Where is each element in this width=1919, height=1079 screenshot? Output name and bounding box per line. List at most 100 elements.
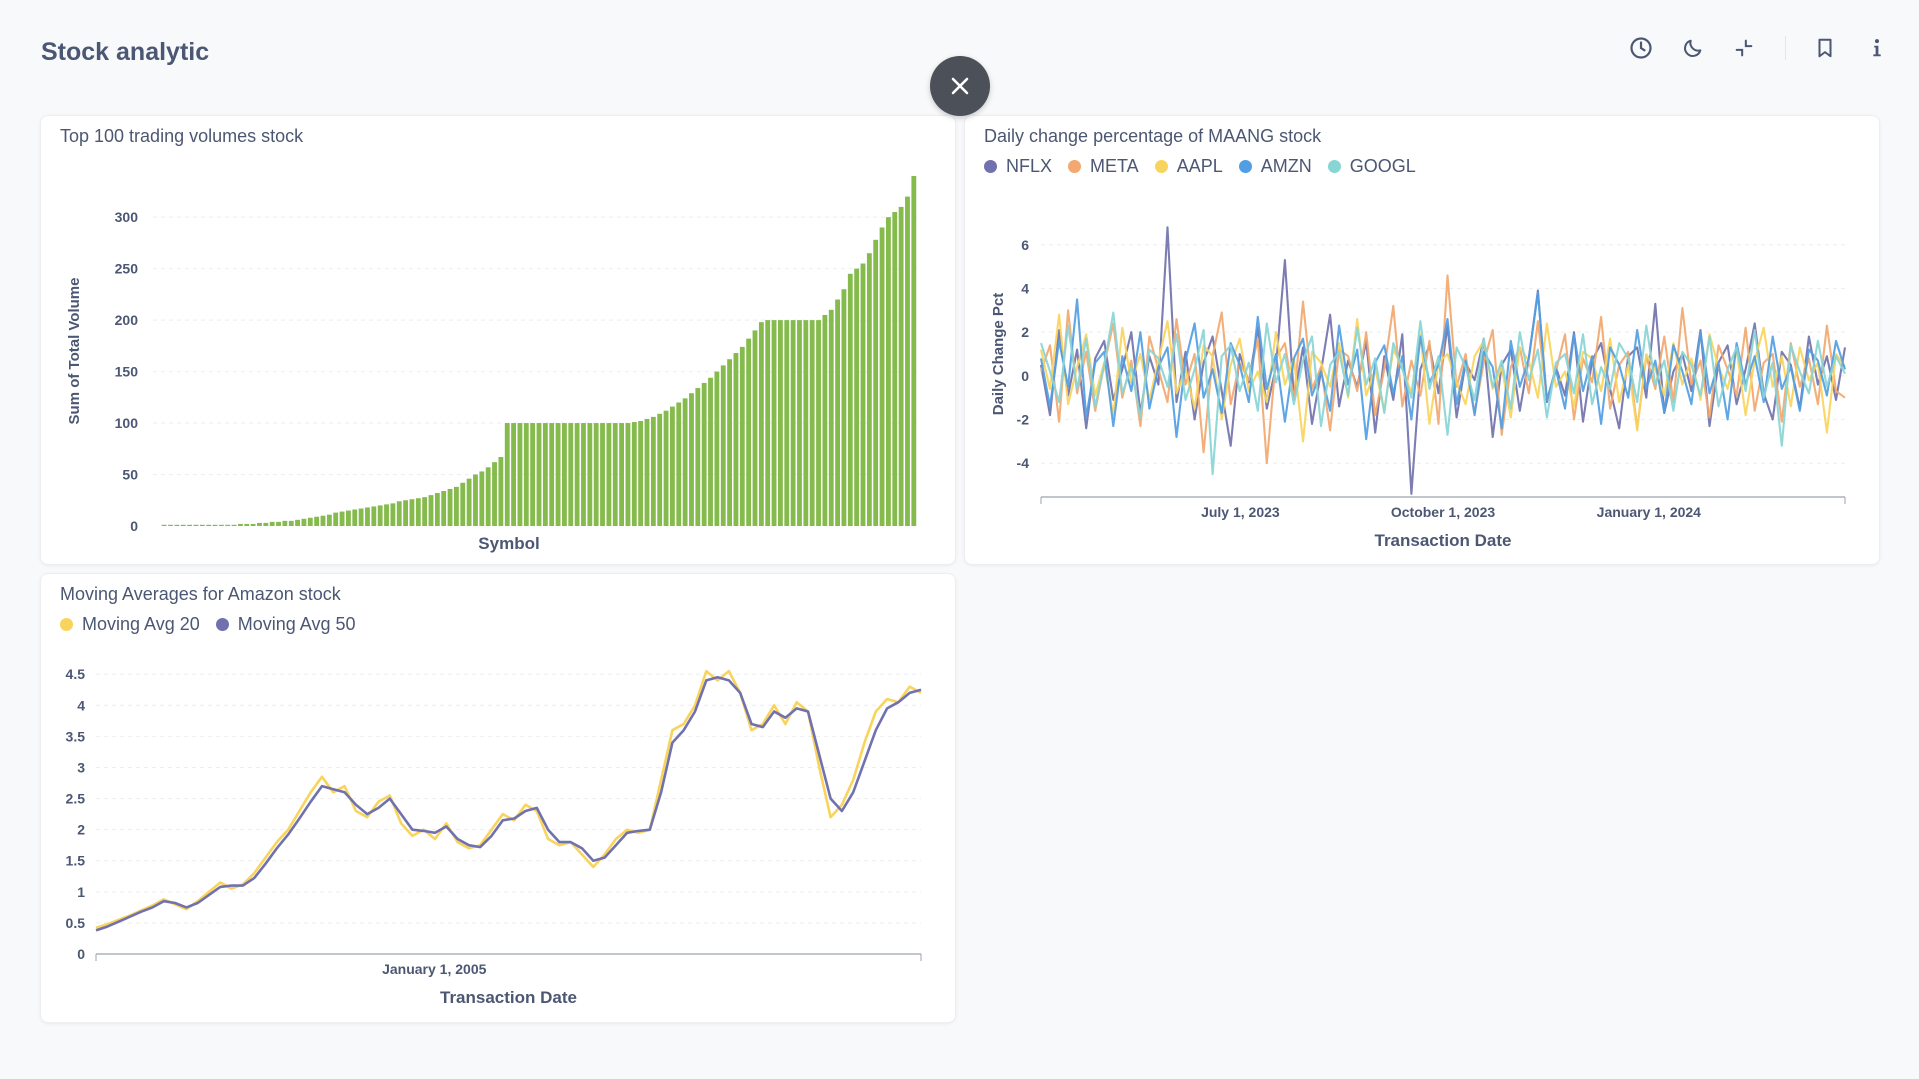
bar — [885, 217, 891, 527]
series-line-amzn — [1039, 291, 1847, 441]
bar — [892, 212, 898, 526]
bar — [244, 523, 250, 526]
collapse-icon[interactable] — [1730, 34, 1758, 62]
moving-card[interactable]: Moving Averages for Amazon stock Moving … — [40, 573, 956, 1023]
legend-item-nflx[interactable]: NFLX — [984, 156, 1052, 177]
legend-dot — [1154, 160, 1168, 173]
legend-label: NFLX — [1006, 156, 1053, 176]
bar — [504, 423, 510, 526]
dashboard-title: Stock analytic — [41, 38, 210, 66]
bar — [339, 511, 345, 526]
bar — [816, 320, 821, 526]
close-icon — [951, 77, 969, 95]
legend-label: Moving Avg 50 — [237, 614, 356, 634]
bar — [866, 253, 872, 527]
volume-card-title[interactable]: Top 100 trading volumes stock — [60, 126, 304, 146]
bar — [276, 521, 281, 526]
bar — [593, 423, 599, 526]
volume-card[interactable]: Top 100 trading volumes stock 0 50 100 150 2… — [40, 115, 956, 565]
bar — [199, 524, 205, 526]
bar — [612, 423, 618, 526]
bar — [746, 338, 752, 526]
bar — [765, 320, 771, 526]
legend-dot — [1238, 160, 1252, 173]
y-tick-label: 1 — [77, 884, 85, 900]
bar — [530, 423, 536, 526]
y-tick-label: 50 — [122, 467, 138, 483]
bar — [161, 524, 167, 526]
bar — [422, 497, 428, 526]
daily-card-title[interactable]: Daily change percentage of MAANG stock — [984, 126, 1322, 146]
legend-item-moving-avg-20[interactable]: Moving Avg 20 — [60, 614, 200, 635]
y-tick-label: 2 — [1021, 324, 1029, 340]
bar — [326, 514, 332, 526]
bar — [828, 309, 834, 526]
moving-legend: Moving Avg 20 Moving Avg 50 — [60, 614, 356, 635]
moon-icon[interactable] — [1679, 34, 1707, 62]
legend-item-moving-avg-50[interactable]: Moving Avg 50 — [215, 614, 356, 635]
bar — [511, 423, 517, 526]
bar — [733, 353, 739, 526]
bar — [237, 523, 243, 526]
daily-chart: -4 -2 0 2 4 6 July 1, 2023 October 1, 2023 Janua… — [990, 226, 1847, 550]
bar — [358, 508, 364, 526]
bar — [797, 320, 802, 526]
bar — [479, 471, 485, 526]
toolbar-divider — [1785, 36, 1786, 60]
bar — [517, 423, 523, 526]
bar — [231, 524, 237, 526]
bar — [447, 488, 453, 526]
clock-icon[interactable] — [1627, 34, 1655, 62]
series-line-meta — [1040, 274, 1846, 465]
series-line-moving-avg-50 — [95, 676, 922, 932]
bar — [371, 506, 377, 526]
bar — [257, 522, 262, 526]
bar — [631, 422, 637, 526]
legend-item-googl[interactable]: GOOGL — [1327, 156, 1416, 177]
bar — [873, 239, 879, 526]
y-tick-label: 3 — [77, 759, 85, 775]
bookmark-icon[interactable] — [1811, 34, 1839, 62]
y-tick-label: 6 — [1021, 237, 1029, 253]
y-tick-label: 4.5 — [66, 666, 86, 682]
bar — [288, 520, 294, 526]
bar — [638, 421, 644, 526]
bar — [809, 320, 815, 526]
bar — [739, 346, 745, 526]
bar — [708, 377, 713, 526]
legend-item-meta[interactable]: META — [1068, 156, 1139, 177]
bar — [625, 423, 631, 526]
legend-dot — [215, 618, 229, 631]
x-tick-label: October 1, 2023 — [1391, 504, 1495, 520]
legend-label: META — [1090, 156, 1139, 176]
bar — [269, 521, 275, 526]
dashboard-header: Stock analytic — [0, 0, 1919, 100]
legend-dot — [1327, 160, 1341, 173]
series-line-googl — [1039, 311, 1846, 476]
bar — [250, 523, 256, 526]
bar — [453, 486, 459, 526]
bar — [466, 478, 472, 526]
bar — [555, 423, 561, 526]
bar — [676, 402, 682, 526]
moving-card-title[interactable]: Moving Averages for Amazon stock — [60, 584, 341, 604]
bar — [854, 268, 860, 526]
legend-item-amzn[interactable]: AMZN — [1238, 156, 1312, 177]
y-tick-label: 4 — [77, 697, 85, 713]
close-button[interactable] — [930, 56, 990, 116]
info-icon[interactable] — [1863, 34, 1891, 62]
y-tick-label: 200 — [115, 312, 139, 328]
bar — [301, 518, 307, 526]
bar — [669, 406, 675, 526]
legend-label: GOOGL — [1349, 156, 1416, 176]
bar — [644, 418, 650, 526]
bar — [225, 524, 231, 526]
y-tick-label: 3.5 — [66, 728, 86, 744]
bar — [822, 314, 828, 526]
bar — [581, 423, 586, 526]
bar — [879, 227, 885, 526]
bar — [771, 320, 777, 526]
legend-item-aapl[interactable]: AAPL — [1154, 156, 1223, 177]
bar — [701, 382, 707, 526]
daily-card[interactable]: Daily change percentage of MAANG stock N… — [964, 115, 1880, 565]
